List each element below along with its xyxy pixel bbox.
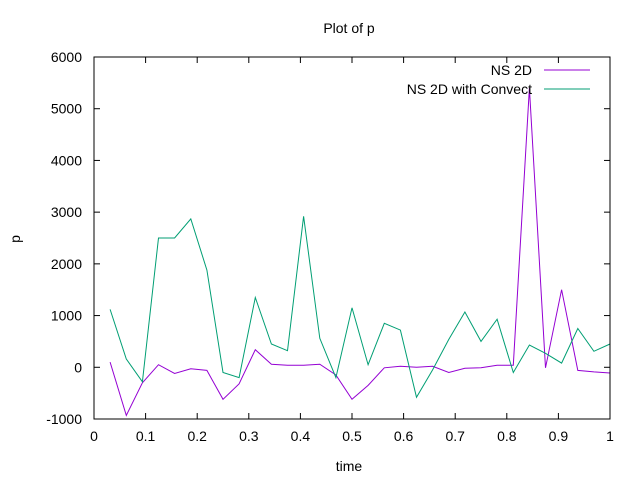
x-tick-label: 0.6 [394,428,414,444]
series-line-1 [109,87,611,417]
y-tick-label: 6000 [51,49,82,65]
x-tick-label: 0.8 [497,428,517,444]
series-line-2 [109,216,611,399]
plot-frame [93,56,611,420]
x-tick-label: 0.2 [187,428,207,444]
x-tick-label: 1 [606,428,614,444]
x-tick-label: 0.4 [291,428,311,444]
y-tick-label: 1000 [51,308,82,324]
y-tick-label: 5000 [51,101,82,117]
x-tick-label: 0.5 [342,428,362,444]
x-axis-label: time [336,458,363,474]
legend-label-1: NS 2D [491,62,532,78]
x-tick-label: 0 [90,428,98,444]
x-tick-label: 0.1 [136,428,156,444]
x-tick-label: 0.3 [239,428,259,444]
y-tick-label: 2000 [51,256,82,272]
x-tick-label: 0.7 [445,428,465,444]
x-tick-label: 0.9 [549,428,569,444]
y-tick-label: 3000 [51,204,82,220]
chart-title: Plot of p [323,20,375,36]
y-tick-label: 4000 [51,152,82,168]
legend: NS 2D NS 2D with Convect [407,62,590,97]
y-axis-label: p [7,235,23,243]
series-lines [109,87,611,417]
y-tick-label: 0 [74,359,82,375]
y-tick-label: -1000 [46,411,82,427]
axis-ticks: 0 0.1 0.2 0.3 0.4 0.5 0.6 0.7 0.8 0.9 1 -1000 0 1000 2… [46,49,614,444]
legend-label-2: NS 2D with Convect [407,81,532,97]
